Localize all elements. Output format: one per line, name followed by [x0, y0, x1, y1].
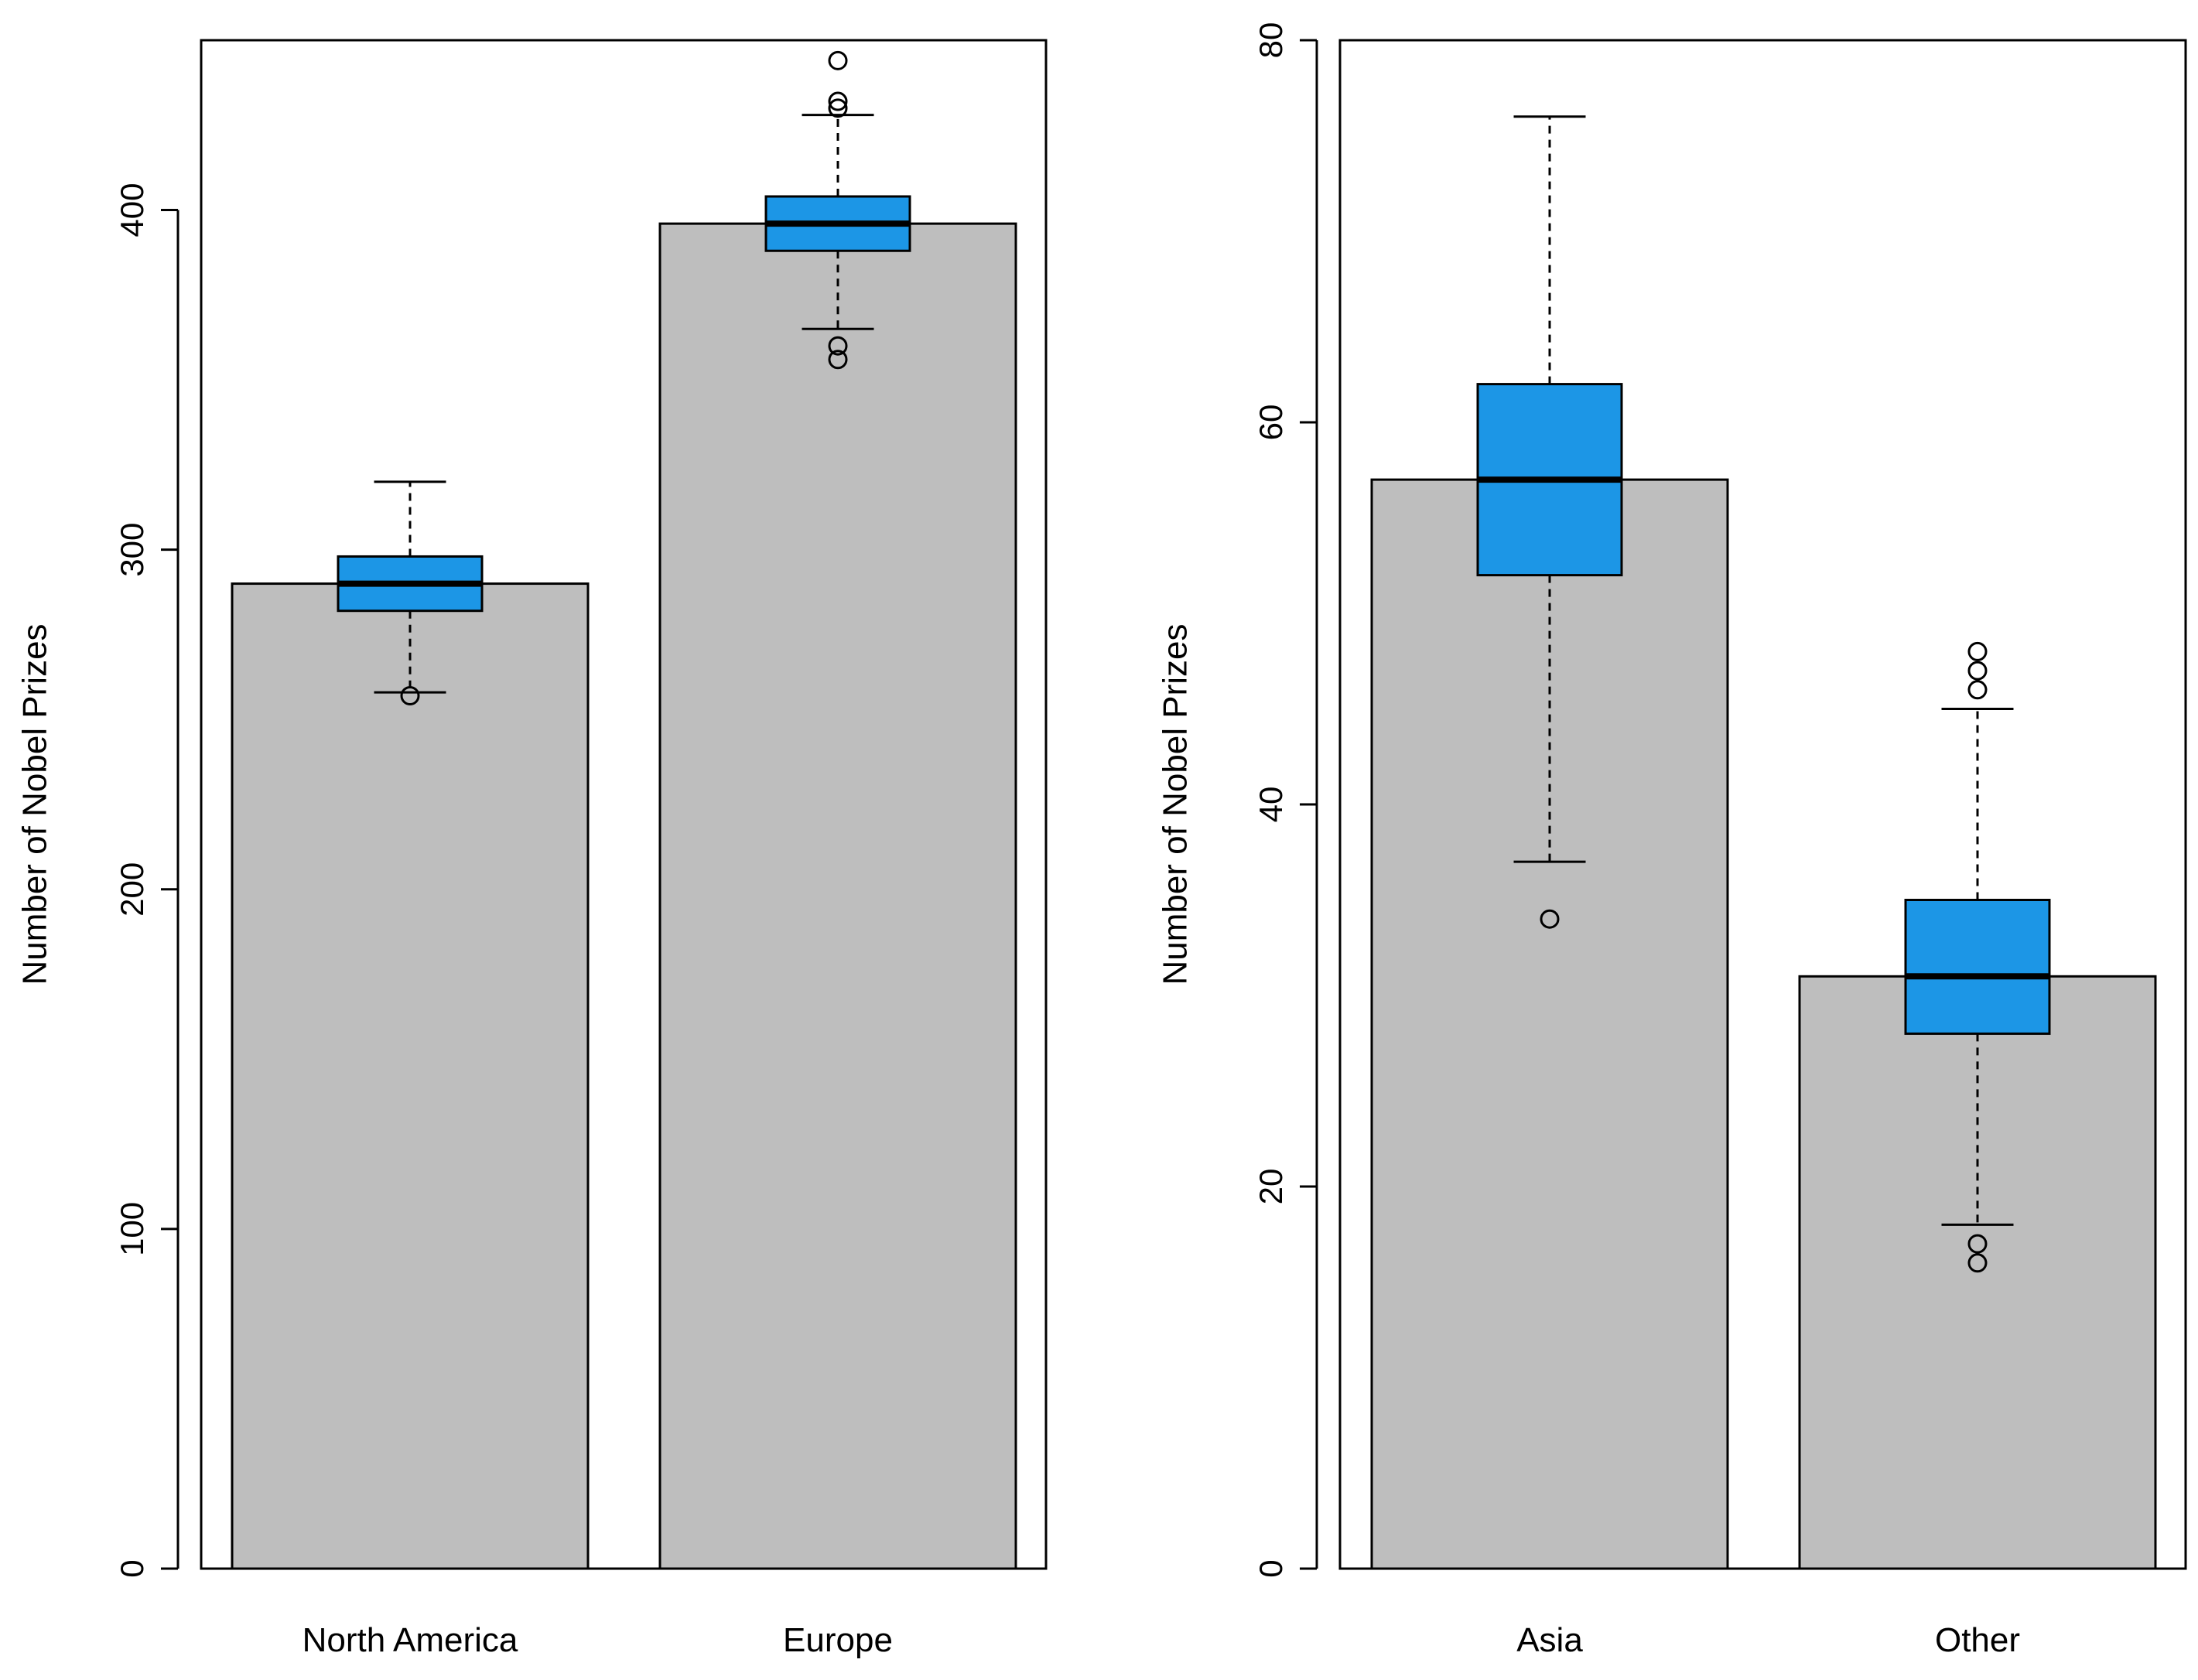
boxplot-other [1904, 641, 2051, 1273]
bar-europe [658, 222, 1017, 1570]
outlier-point [828, 350, 848, 370]
bar-asia [1370, 478, 1729, 1570]
outlier-point [400, 685, 420, 705]
outlier-point [1967, 1253, 1988, 1273]
y-tick-label: 0 [1253, 1559, 1289, 1577]
x-tick-label: North America [303, 1621, 518, 1659]
right-panel: 0 20 40 60 80 Number of Nobel Prizes Asia Other [1157, 22, 2187, 1659]
outlier-point [828, 336, 848, 356]
boxplot-europe [764, 50, 911, 370]
plot-frame [200, 39, 1048, 1570]
outlier-point [828, 50, 848, 70]
y-axis-title: Number of Nobel Prizes [16, 623, 54, 985]
y-tick-label: 100 [114, 1202, 150, 1256]
y-axis-title: Number of Nobel Prizes [1157, 623, 1195, 985]
y-tick-label: 0 [114, 1559, 150, 1577]
plot-frame [1338, 39, 2187, 1570]
y-tick-label: 200 [114, 862, 150, 917]
left-panel: 0 100 200 300 400 Number of Nobel Prizes North… [16, 39, 1048, 1659]
y-tick-label: 300 [114, 523, 150, 577]
outlier-point [1967, 1234, 1988, 1254]
boxplot-asia [1476, 115, 1623, 929]
y-tick-label: 60 [1253, 405, 1289, 441]
y-tick-label: 80 [1253, 22, 1289, 59]
y-tick-label: 400 [114, 183, 150, 237]
outlier-point [828, 98, 848, 118]
outlier-point [1967, 680, 1988, 700]
bar-north-america [231, 582, 590, 1570]
y-tick-label: 20 [1253, 1169, 1289, 1205]
outlier-point [1967, 661, 1988, 681]
x-tick-label: Europe [783, 1621, 893, 1659]
outlier-point [828, 91, 848, 111]
outlier-point [1967, 641, 1988, 661]
y-tick-label: 40 [1253, 787, 1289, 823]
x-tick-label: Asia [1516, 1621, 1583, 1659]
x-tick-label: Other [1935, 1621, 2020, 1659]
boxplot-north-america [337, 480, 484, 705]
outlier-point [1540, 909, 1560, 929]
box-iqr [1904, 899, 2051, 1035]
